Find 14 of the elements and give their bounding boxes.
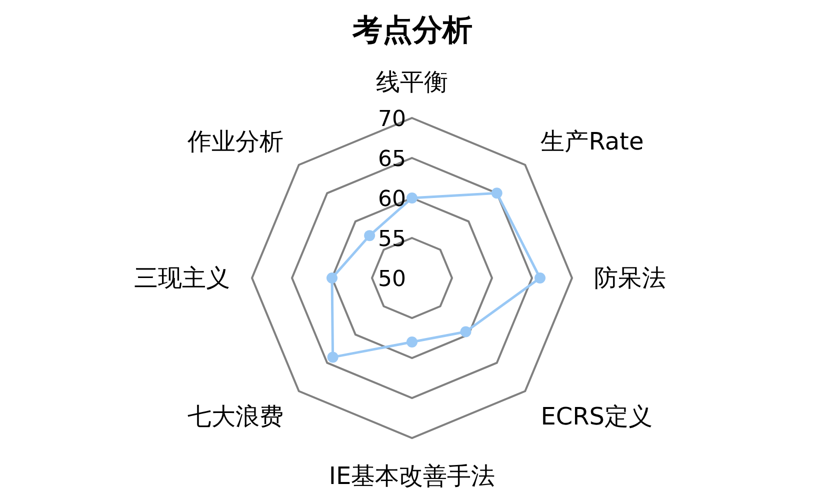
y-tick-label: 55: [378, 227, 406, 252]
spoke-label: IE基本改善手法: [328, 462, 496, 490]
y-tick-label: 65: [378, 147, 406, 172]
spoke-label: 七大浪费: [187, 402, 284, 431]
spoke-label: 三现主义: [134, 264, 230, 292]
chart-title: 考点分析: [352, 13, 472, 48]
spoke-label: 生产Rate: [540, 127, 644, 156]
y-tick-label: 60: [378, 187, 406, 212]
spoke-label: 线平衡: [376, 68, 448, 96]
spoke-label: ECRS定义: [540, 402, 653, 431]
y-tick-label: 50: [378, 267, 406, 292]
y-tick-label: 70: [378, 107, 406, 132]
spoke-label: 作业分析: [186, 127, 284, 156]
spoke-label: 防呆法: [594, 264, 666, 292]
